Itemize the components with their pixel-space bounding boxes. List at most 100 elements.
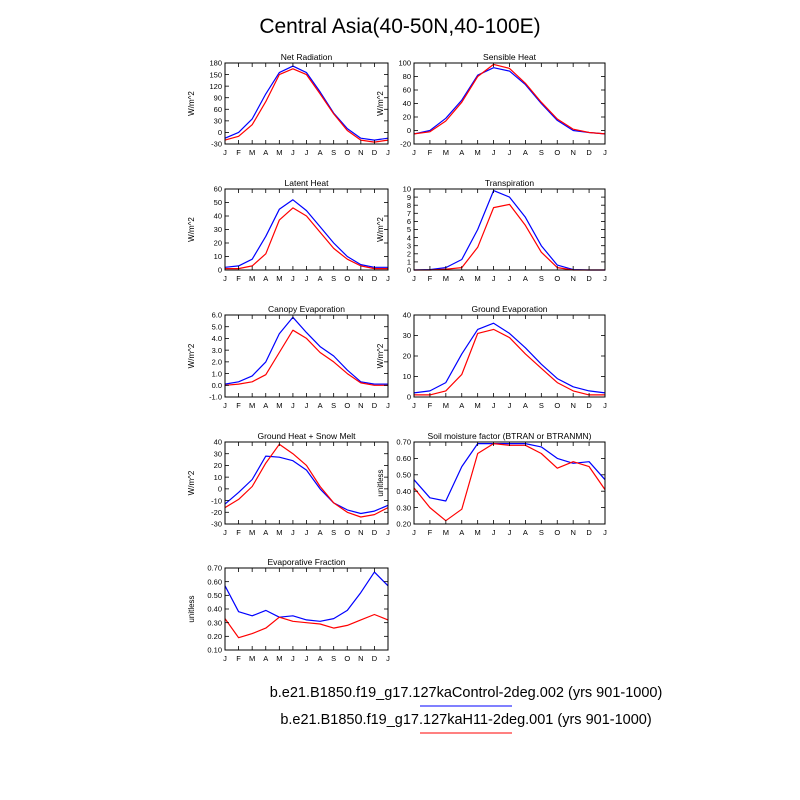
canopy-evaporation-xtick-label: M <box>276 401 282 410</box>
canopy-evaporation-ytick-label: 1.0 <box>212 369 222 378</box>
canopy-evaporation-ylabel: W/m^2 <box>187 343 196 368</box>
latent-heat-xtick-label: J <box>386 274 390 283</box>
evaporative-fraction-ytick-label: 0.40 <box>207 605 222 614</box>
ground-evaporation-xtick-label: A <box>523 401 528 410</box>
net-radiation-xtick-label: J <box>305 148 309 157</box>
latent-heat-xtick-label: F <box>236 274 241 283</box>
ground-heat-snow-melt-xtick-label: S <box>331 528 336 537</box>
evaporative-fraction-title: Evaporative Fraction <box>268 557 346 567</box>
canopy-evaporation-xtick-label: J <box>291 401 295 410</box>
sensible-heat-xtick-label: J <box>603 148 607 157</box>
evaporative-fraction-xtick-label: D <box>372 654 378 663</box>
soil-moisture-factor-btran-or-btranmn-xtick-label: D <box>586 528 592 537</box>
sensible-heat-xtick-label: A <box>523 148 528 157</box>
latent-heat-xtick-label: A <box>318 274 323 283</box>
transpiration-ytick-label: 4 <box>407 233 411 242</box>
net-radiation-series-control-line <box>224 65 389 141</box>
ground-evaporation-ytick-label: 20 <box>403 352 411 361</box>
evaporative-fraction-xtick-label: J <box>386 654 390 663</box>
evaporative-fraction-xtick-label: N <box>358 654 363 663</box>
evaporative-fraction-ytick-label: 0.70 <box>207 564 222 573</box>
sensible-heat-xtick-label: S <box>539 148 544 157</box>
transpiration-xtick-label: A <box>523 274 528 283</box>
canopy-evaporation-xtick-label: M <box>249 401 255 410</box>
transpiration-xtick-label: O <box>554 274 560 283</box>
ground-heat-snow-melt-xtick-label: A <box>318 528 323 537</box>
soil-moisture-factor-btran-or-btranmn-ytick-label: 0.20 <box>396 520 411 529</box>
latent-heat-xtick-label: D <box>372 274 378 283</box>
sensible-heat-plot-frame <box>413 62 606 145</box>
transpiration-ytick-label: 1 <box>407 258 411 267</box>
net-radiation-ytick-label: 60 <box>214 105 222 114</box>
net-radiation-ytick-label: 30 <box>214 117 222 126</box>
ground-heat-snow-melt-series-experiment-line <box>224 443 389 518</box>
latent-heat-xtick-label: O <box>344 274 350 283</box>
sensible-heat-xtick-label: M <box>443 148 449 157</box>
ground-evaporation-series-control-line <box>413 322 606 394</box>
evaporative-fraction-xtick-label: M <box>249 654 255 663</box>
latent-heat-xtick-label: J <box>305 274 309 283</box>
ground-heat-snow-melt-xtick-label: J <box>386 528 390 537</box>
transpiration-ytick-label: 10 <box>403 185 411 194</box>
latent-heat-ytick-label: 40 <box>214 212 222 221</box>
net-radiation-xtick-label: S <box>331 148 336 157</box>
ground-evaporation-xtick-label: M <box>475 401 481 410</box>
soil-moisture-factor-btran-or-btranmn-xtick-label: F <box>428 528 433 537</box>
sensible-heat-xtick-label: O <box>554 148 560 157</box>
transpiration-ytick-label: 9 <box>407 193 411 202</box>
sensible-heat-title: Sensible Heat <box>483 52 537 62</box>
latent-heat-xtick-label: M <box>276 274 282 283</box>
net-radiation-ytick-label: 180 <box>209 59 222 68</box>
soil-moisture-factor-btran-or-btranmn-ytick-label: 0.30 <box>396 503 411 512</box>
evaporative-fraction-xtick-label: J <box>305 654 309 663</box>
sensible-heat-ytick-label: 60 <box>403 86 411 95</box>
ground-heat-snow-melt-xtick-label: D <box>372 528 378 537</box>
ground-heat-snow-melt-xtick-label: O <box>344 528 350 537</box>
legend-label-control: b.e21.B1850.f19_g17.127kaControl-2deg.00… <box>270 685 663 701</box>
net-radiation-xtick-label: N <box>358 148 363 157</box>
evaporative-fraction-ytick-label: 0.10 <box>207 646 222 655</box>
soil-moisture-factor-btran-or-btranmn-xtick-label: N <box>570 528 575 537</box>
transpiration-xtick-label: M <box>475 274 481 283</box>
latent-heat-xtick-label: N <box>358 274 363 283</box>
latent-heat-plot-frame <box>224 188 389 271</box>
soil-moisture-factor-btran-or-btranmn-xtick-label: M <box>475 528 481 537</box>
canopy-evaporation-plot-frame <box>224 314 389 398</box>
net-radiation-xtick-label: A <box>318 148 323 157</box>
transpiration-series-control-line <box>413 190 605 271</box>
canopy-evaporation-ytick-label: 2.0 <box>212 358 222 367</box>
soil-moisture-factor-btran-or-btranmn-series-control-line <box>413 443 606 502</box>
transpiration-xtick-label: F <box>428 274 433 283</box>
transpiration-ylabel: W/m^2 <box>376 217 385 242</box>
evaporative-fraction-xtick-label: A <box>263 654 268 663</box>
latent-heat-xtick-label: J <box>291 274 295 283</box>
evaporative-fraction-xtick-label: J <box>291 654 295 663</box>
latent-heat-title: Latent Heat <box>285 178 330 188</box>
ground-evaporation-xtick-label: J <box>492 401 496 410</box>
soil-moisture-factor-btran-or-btranmn-series-experiment-line <box>413 443 606 522</box>
canopy-evaporation-xtick-label: A <box>263 401 268 410</box>
canopy-evaporation-ytick-label: 4.0 <box>212 334 222 343</box>
net-radiation-xtick-label: A <box>263 148 268 157</box>
ground-evaporation-xtick-label: J <box>603 401 607 410</box>
net-radiation-xtick-label: J <box>386 148 390 157</box>
ground-evaporation-xtick-label: A <box>459 401 464 410</box>
net-radiation-xtick-label: J <box>291 148 295 157</box>
ground-heat-snow-melt-ytick-label: -20 <box>211 508 222 517</box>
sensible-heat-ytick-label: 20 <box>403 113 411 122</box>
sensible-heat-ytick-label: 0 <box>407 126 411 135</box>
soil-moisture-factor-btran-or-btranmn-xtick-label: A <box>459 528 464 537</box>
panel-ground-evaporation: Ground Evaporation J F M A M J J A S O N D J 40 30 20 10 0… <box>376 304 607 410</box>
latent-heat-ylabel: W/m^2 <box>187 217 196 242</box>
latent-heat-xtick-label: J <box>223 274 227 283</box>
transpiration-series-experiment-line <box>414 203 605 271</box>
evaporative-fraction-ytick-label: 0.60 <box>207 577 222 586</box>
ground-evaporation-ytick-label: 40 <box>403 311 411 320</box>
panel-soil-moisture-factor-btran-or-btranmn: Soil moisture factor (BTRAN or BTRANMN) J… <box>376 431 607 537</box>
soil-moisture-factor-btran-or-btranmn-ylabel: unitless <box>376 469 385 496</box>
canopy-evaporation-xtick-label: A <box>318 401 323 410</box>
